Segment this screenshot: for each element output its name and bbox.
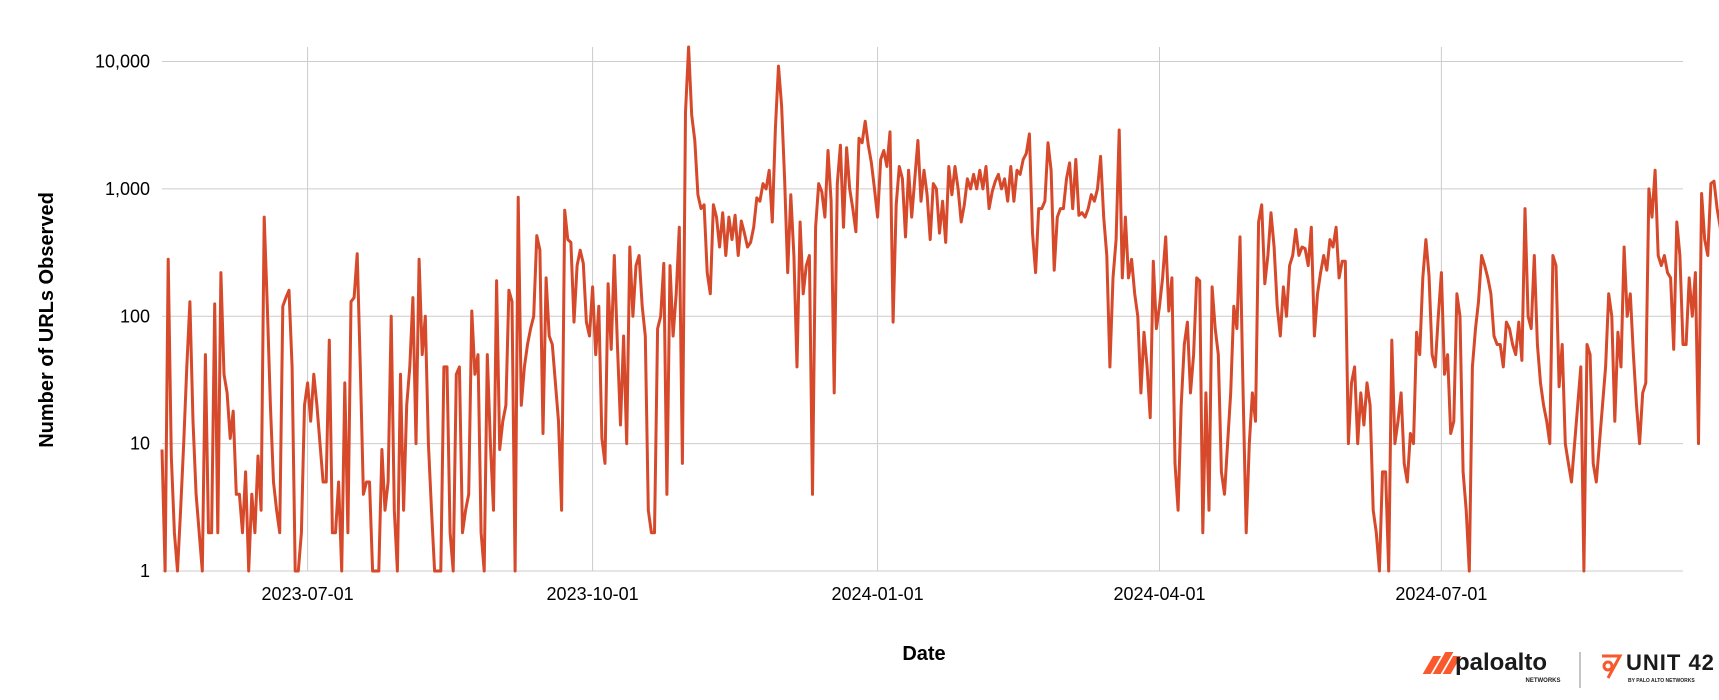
y-axis-ticks: 1 10 100 1,000 10,000 (95, 52, 150, 581)
y-tick-label: 1 (140, 561, 150, 581)
x-tick-label: 2024-01-01 (832, 584, 924, 604)
series-line (160, 45, 1719, 573)
y-axis-title: Number of URLs Observed (36, 192, 58, 448)
series-line-group (160, 45, 1719, 573)
x-tick-label: 2024-04-01 (1113, 584, 1205, 604)
x-axis-title: Date (902, 643, 945, 665)
unit42-mark-icon (1602, 654, 1623, 679)
x-tick-label: 2024-07-01 (1395, 584, 1487, 604)
y-tick-label: 1,000 (105, 179, 150, 199)
y-tick-label: 100 (120, 306, 150, 326)
x-axis-ticks: 2023-07-01 2023-10-01 2024-01-01 2024-04-01… (262, 584, 1488, 604)
paloalto-logo: paloalto NETWORKS (1422, 649, 1561, 684)
y-tick-label: 10,000 (95, 52, 150, 72)
paloalto-subtext: NETWORKS (1526, 678, 1561, 684)
x-tick-label: 2023-10-01 (547, 584, 639, 604)
unit42-subtext: BY PALO ALTO NETWORKS (1628, 678, 1695, 684)
paloalto-mark-icon (1422, 652, 1462, 674)
y-tick-label: 10 (130, 434, 150, 454)
grid-lines (162, 47, 1683, 572)
x-tick-label: 2023-07-01 (262, 584, 354, 604)
unit42-wordmark: UNIT 42 (1626, 650, 1715, 675)
paloalto-wordmark: paloalto (1455, 649, 1547, 676)
unit42-logo: UNIT 42 BY PALO ALTO NETWORKS (1602, 650, 1715, 684)
